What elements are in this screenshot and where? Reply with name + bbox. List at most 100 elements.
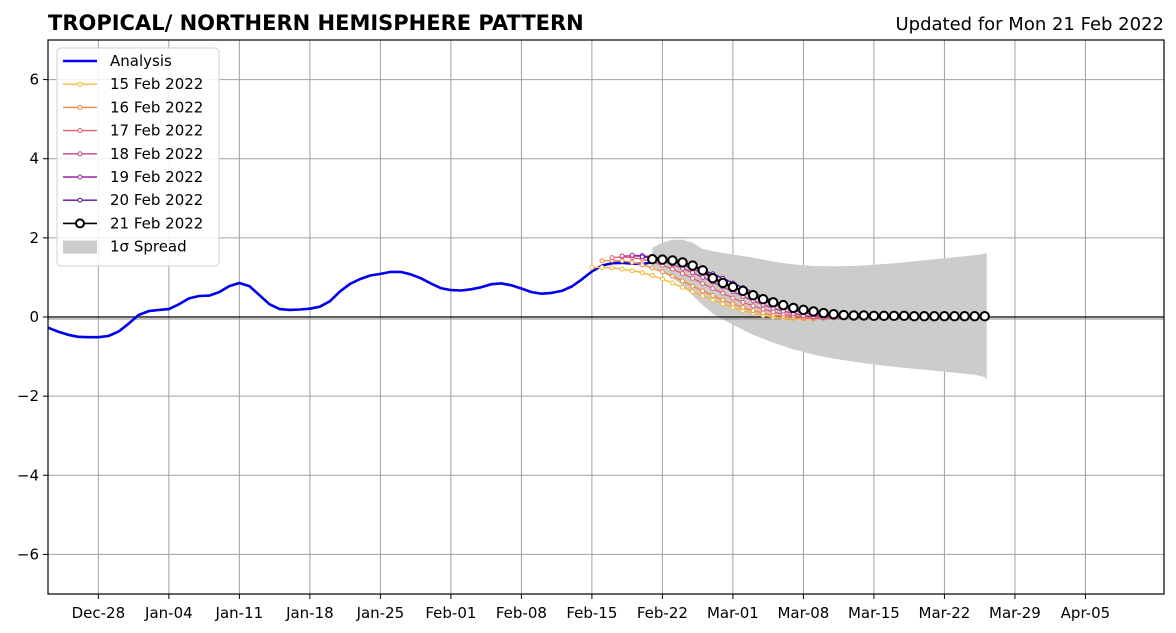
legend-box	[56, 47, 220, 267]
legend-label: 20 Feb 2022	[110, 191, 203, 209]
forecast-point	[659, 269, 665, 275]
latest-point	[788, 302, 799, 314]
legend: Analysis 15 Feb 2022 16 Feb 2022 17 Feb 202…	[56, 47, 220, 267]
forecast-point	[619, 258, 625, 264]
latest-point	[778, 299, 789, 311]
forecast-point	[649, 272, 655, 278]
legend-swatch-marker	[77, 128, 83, 134]
latest-point	[848, 310, 859, 321]
latest-point	[868, 310, 880, 322]
legend-label: 15 Feb 2022	[110, 75, 203, 93]
forecast-point	[710, 297, 716, 303]
legend-item: 1σ Spread	[63, 238, 187, 256]
legend-item: Analysis	[63, 52, 172, 70]
x-tick-label: Feb-22	[637, 604, 688, 622]
forecast-point	[690, 270, 696, 276]
legend-swatch-marker	[77, 197, 83, 203]
legend-label: 18 Feb 2022	[110, 145, 203, 163]
forecast-point	[760, 306, 766, 312]
forecast-point	[659, 276, 665, 282]
legend-item: 19 Feb 2022	[63, 168, 203, 186]
x-tick-label: Jan-11	[215, 604, 264, 622]
y-tick-label: 0	[29, 308, 39, 326]
y-tick-label: −2	[17, 387, 39, 405]
latest-point	[677, 257, 688, 268]
forecast-point	[690, 283, 696, 289]
forecast-point	[680, 284, 686, 290]
forecast-point	[609, 265, 615, 271]
forecast-point	[720, 301, 726, 307]
x-tick-label: Mar-15	[848, 604, 900, 622]
x-tick-label: Jan-04	[144, 604, 193, 622]
x-tick-label: Feb-08	[496, 604, 547, 622]
latest-point	[707, 273, 718, 284]
latest-point	[898, 310, 910, 322]
latest-point	[949, 311, 960, 322]
x-tick-label: Jan-18	[285, 604, 334, 622]
legend-label: 17 Feb 2022	[110, 122, 203, 140]
latest-point	[727, 281, 739, 293]
latest-point	[697, 265, 708, 276]
forecast-point	[740, 305, 746, 311]
legend-item: 20 Feb 2022	[63, 191, 203, 209]
forecast-point	[700, 288, 706, 294]
latest-point	[808, 306, 819, 317]
forecast-point	[700, 274, 706, 280]
forecast-point	[669, 280, 675, 286]
latest-point	[757, 293, 769, 305]
legend-item: 21 Feb 2022	[63, 214, 203, 232]
legend-swatch-marker	[75, 218, 85, 229]
forecast-point	[629, 252, 635, 258]
forecast-point	[639, 254, 645, 260]
forecast-point	[609, 255, 615, 261]
latest-point	[647, 254, 658, 265]
chart-subtitle: Updated for Mon 21 Feb 2022	[895, 14, 1164, 35]
latest-point	[737, 285, 749, 297]
legend-label: 19 Feb 2022	[110, 168, 203, 186]
legend-item: 18 Feb 2022	[63, 145, 203, 163]
legend-label: Analysis	[110, 52, 172, 70]
analysis-line	[47, 261, 653, 339]
y-tick-label: −6	[17, 545, 39, 563]
forecast-point	[720, 297, 726, 303]
legend-item: 17 Feb 2022	[63, 122, 203, 140]
forecast-point	[710, 286, 716, 292]
x-tick-label: Feb-01	[425, 604, 476, 622]
chart-title: TROPICAL/ NORTHERN HEMISPHERE PATTERN	[48, 11, 584, 35]
forecast-point	[599, 265, 605, 271]
legend-swatch-marker	[77, 151, 83, 157]
forecast-point	[669, 266, 675, 272]
forecast-point	[629, 259, 635, 265]
forecast-point	[599, 258, 605, 264]
forecast-point	[740, 299, 746, 305]
forecast-point	[760, 310, 766, 316]
x-tick-label: Mar-29	[989, 604, 1041, 622]
forecast-point	[720, 290, 726, 296]
latest-point	[979, 311, 990, 322]
forecast-point	[669, 273, 675, 279]
x-tick-label: Mar-01	[707, 604, 759, 622]
x-tick-label: Mar-22	[919, 604, 971, 622]
y-axis-ticks: 6 4 2 0 −2 −4 −6	[17, 71, 48, 563]
forecast-point	[629, 268, 635, 274]
forecast-point	[700, 280, 706, 286]
forecast-point	[750, 308, 756, 314]
latest-point	[959, 311, 970, 322]
latest-point	[798, 304, 809, 316]
forecast-point	[690, 289, 696, 295]
latest-point	[858, 310, 870, 321]
legend-label: 21 Feb 2022	[110, 214, 203, 232]
forecast-point	[680, 278, 686, 284]
latest-point	[919, 311, 930, 322]
latest-point	[818, 307, 829, 319]
latest-point	[969, 311, 980, 322]
forecast-point	[639, 270, 645, 276]
latest-point	[767, 297, 779, 308]
x-tick-label: Mar-08	[777, 604, 829, 622]
y-tick-label: −4	[17, 466, 39, 484]
legend-item: 16 Feb 2022	[63, 98, 203, 116]
forecast-point	[619, 253, 625, 259]
forecast-point	[649, 265, 655, 271]
forecast-point	[639, 262, 645, 268]
